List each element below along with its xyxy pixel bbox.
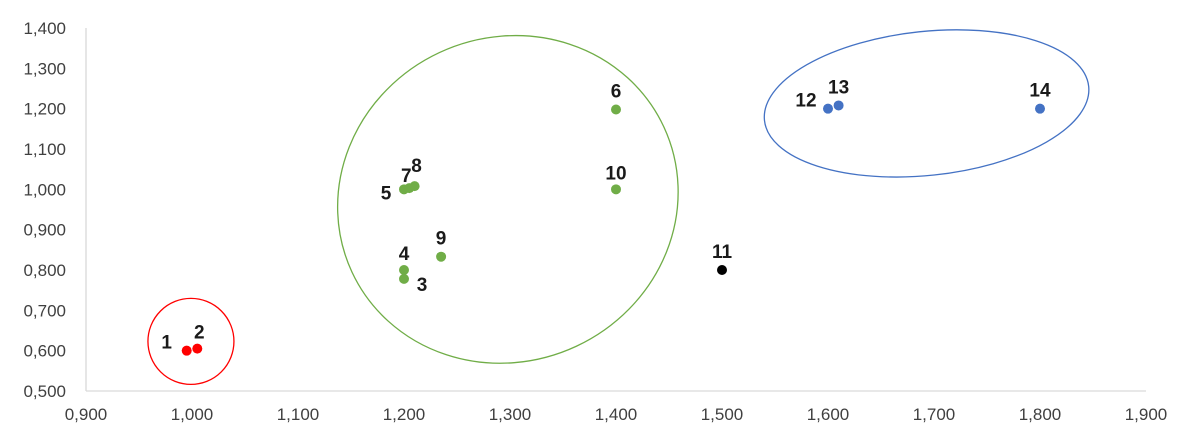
x-tick-label: 1,100	[277, 405, 320, 424]
x-tick-label: 1,300	[489, 405, 532, 424]
cluster-ellipse-green	[336, 34, 679, 364]
y-tick-label: 0,600	[23, 342, 66, 361]
point-1	[181, 345, 192, 356]
point-label-2: 2	[194, 323, 205, 344]
point-label-4: 4	[399, 244, 410, 265]
x-tick-label: 1,800	[1019, 405, 1062, 424]
point-2	[192, 343, 203, 354]
point-4	[399, 265, 409, 275]
x-tick-label: 1,700	[913, 405, 956, 424]
y-tick-label: 0,700	[23, 301, 66, 320]
cluster-ellipse-red	[147, 297, 235, 386]
point-label-3: 3	[417, 275, 428, 296]
y-tick-label: 0,500	[23, 382, 66, 401]
point-14	[1035, 103, 1045, 114]
point-12	[823, 103, 833, 114]
y-tick-label: 1,100	[23, 140, 66, 159]
x-tick-label: 1,000	[171, 405, 214, 424]
x-tick-label: 1,500	[701, 405, 744, 424]
point-10	[611, 184, 621, 195]
x-tick-label: 1,900	[1125, 405, 1168, 424]
point-label-8: 8	[411, 156, 422, 177]
data-points	[181, 100, 1045, 356]
y-tick-label: 0,900	[23, 221, 66, 240]
point-label-6: 6	[611, 81, 622, 102]
cluster-ellipse-blue	[763, 29, 1090, 178]
x-tick-label: 0,900	[65, 405, 108, 424]
point-label-7: 7	[401, 166, 412, 187]
point-9	[436, 251, 447, 262]
y-tick-label: 1,000	[23, 180, 66, 199]
point-label-1: 1	[161, 333, 172, 354]
axes: 0,500 0,600 0,700 0,800 0,900 1,000 1,100 1,200…	[23, 19, 1167, 424]
point-13	[833, 100, 844, 111]
point-label-13: 13	[828, 77, 849, 98]
x-tick-label: 1,200	[383, 405, 426, 424]
y-tick-label: 0,800	[23, 261, 66, 280]
point-label-14: 14	[1029, 81, 1051, 102]
point-11	[717, 265, 727, 275]
cluster-outlines	[147, 29, 1090, 386]
point-label-12: 12	[795, 91, 816, 112]
x-tick-label: 1,400	[595, 405, 638, 424]
y-tick-label: 1,300	[23, 59, 66, 78]
point-label-10: 10	[605, 163, 626, 184]
point-label-11: 11	[712, 242, 733, 263]
x-tick-label: 1,600	[807, 405, 850, 424]
point-3	[399, 273, 409, 284]
point-label-9: 9	[436, 229, 447, 250]
point-8	[409, 181, 420, 192]
y-tick-label: 1,200	[23, 100, 66, 119]
y-tick-label: 1,400	[23, 19, 66, 38]
point-6	[611, 104, 621, 115]
point-label-5: 5	[381, 183, 392, 204]
